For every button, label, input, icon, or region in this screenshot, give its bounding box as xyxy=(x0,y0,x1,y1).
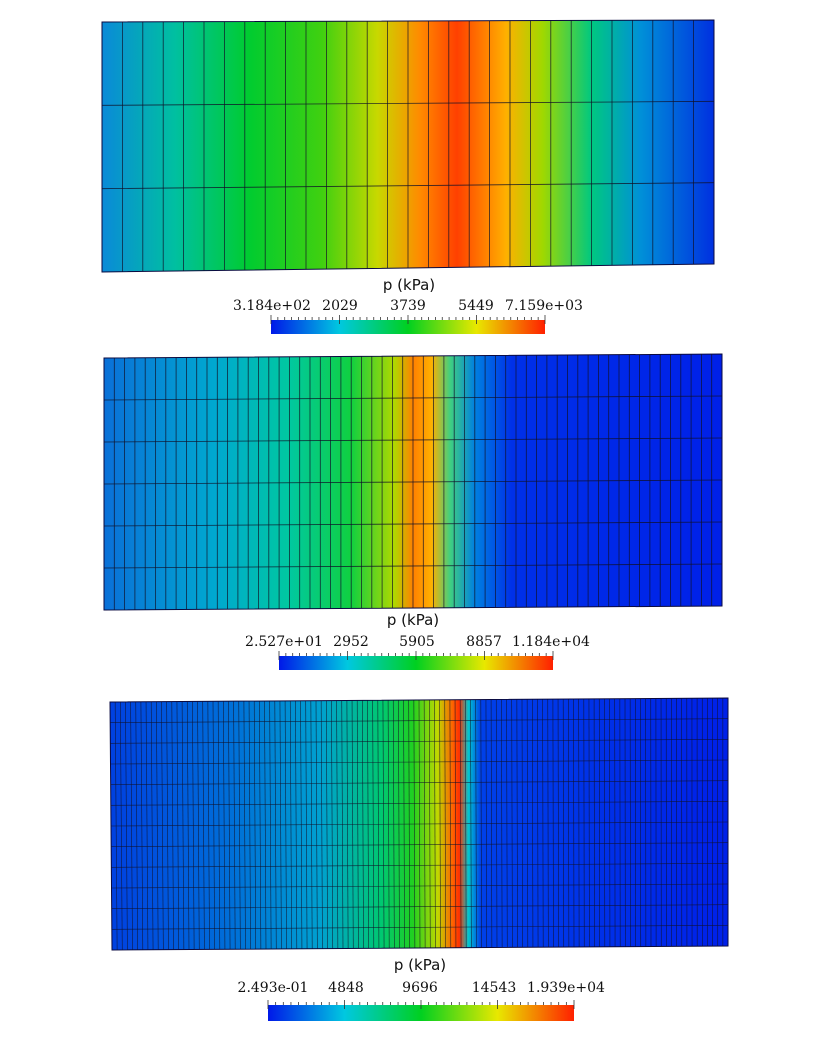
field-title-1: p (kPa) xyxy=(382,276,436,294)
colorbar-2-ticks xyxy=(278,651,554,660)
colorbar-1-label-1: 2029 xyxy=(322,298,358,314)
field-title-2: p (kPa) xyxy=(386,611,440,629)
colorbar-3-gradient xyxy=(267,1000,575,1021)
pressure-field-mesh-2 xyxy=(103,353,723,611)
colorbar-1-label-4: 7.159e+03 xyxy=(505,298,583,314)
colorbar-2-label-3: 8857 xyxy=(466,634,502,650)
colorbar-1-label-3: 5449 xyxy=(458,298,494,314)
mesh-grid-lines-1 xyxy=(101,20,715,272)
colorbar-2-label-2: 5905 xyxy=(399,634,435,650)
colorbar-2-label-1: 2952 xyxy=(333,634,369,650)
colorbar-3-label-2: 9696 xyxy=(402,980,438,996)
colorbar-1-label-2: 3739 xyxy=(390,298,426,314)
colorbar-3-ticks xyxy=(267,1000,575,1009)
colorbar-3-label-4: 1.939e+04 xyxy=(527,980,605,996)
field-title-3: p (kPa) xyxy=(393,956,447,974)
mesh-grid-lines-2 xyxy=(103,354,723,610)
colorbar-2-label-0: 2.527e+01 xyxy=(245,634,323,650)
pressure-field-mesh-1 xyxy=(101,19,715,273)
colorbar-2-gradient xyxy=(278,651,554,670)
colorbar-3-label-0: 2.493e-01 xyxy=(237,980,309,996)
colorbar-1-ticks xyxy=(270,315,546,324)
pressure-field-mesh-3 xyxy=(109,697,729,951)
colorbar-3-label-3: 14543 xyxy=(471,980,517,996)
colorbar-1-gradient xyxy=(270,315,546,334)
mesh-grid-lines-3 xyxy=(110,698,729,950)
colorbar-3-label-1: 4848 xyxy=(328,980,364,996)
colorbar-2-label-4: 1.184e+04 xyxy=(512,634,590,650)
colorbar-1-label-0: 3.184e+02 xyxy=(233,298,311,314)
